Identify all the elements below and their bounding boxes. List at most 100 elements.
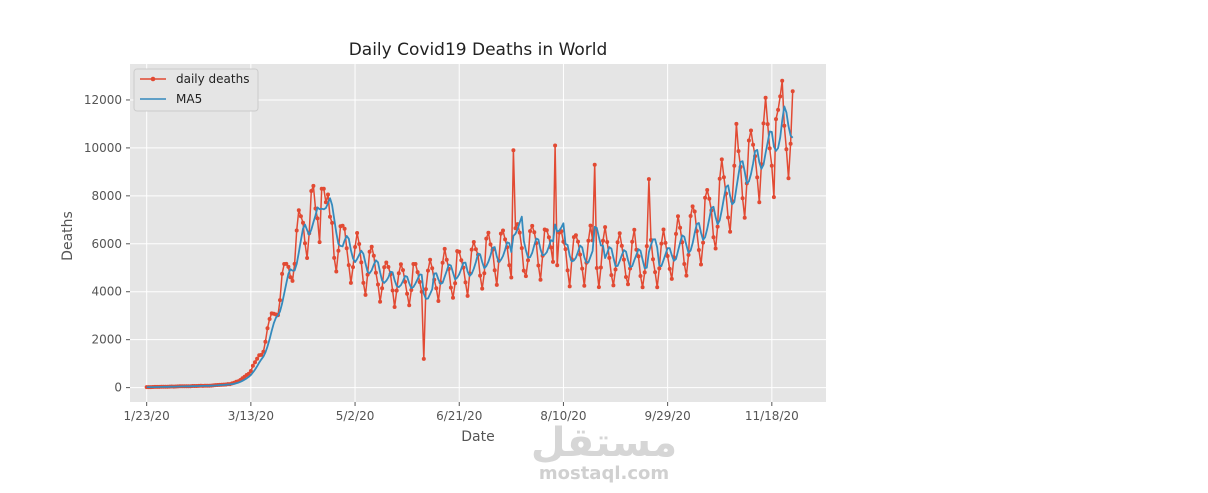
data-point-daily-deaths	[594, 266, 599, 270]
data-point-daily-deaths	[417, 280, 422, 284]
data-point-daily-deaths	[478, 273, 483, 278]
data-point-daily-deaths	[434, 286, 439, 291]
data-point-daily-deaths	[421, 356, 426, 361]
data-point-daily-deaths	[613, 267, 618, 272]
data-point-daily-deaths	[588, 223, 593, 228]
y-tick-label: 4000	[91, 285, 122, 299]
data-point-daily-deaths	[298, 214, 303, 219]
data-point-daily-deaths	[523, 274, 528, 279]
data-point-daily-deaths	[749, 128, 753, 133]
data-point-daily-deaths	[640, 285, 645, 290]
data-point-daily-deaths	[357, 242, 362, 246]
data-point-daily-deaths	[732, 163, 737, 168]
data-point-daily-deaths	[736, 149, 741, 154]
x-tick-label: 6/21/20	[436, 409, 482, 423]
legend-marker-daily-deaths	[150, 76, 156, 82]
data-point-daily-deaths	[294, 228, 299, 233]
data-point-daily-deaths	[373, 270, 378, 275]
data-point-daily-deaths	[734, 121, 739, 126]
data-point-daily-deaths	[573, 233, 578, 238]
data-point-daily-deaths	[555, 263, 560, 268]
data-point-daily-deaths	[684, 273, 689, 278]
data-point-daily-deaths	[551, 259, 555, 264]
data-point-daily-deaths	[703, 195, 708, 200]
data-point-daily-deaths	[353, 245, 358, 249]
y-tick-label: 10000	[84, 141, 122, 155]
data-point-daily-deaths	[651, 257, 655, 262]
data-point-daily-deaths	[390, 288, 395, 293]
data-point-daily-deaths	[615, 240, 620, 245]
data-point-daily-deaths	[688, 214, 693, 218]
data-point-daily-deaths	[609, 273, 614, 278]
data-point-daily-deaths	[771, 195, 776, 200]
data-point-daily-deaths	[707, 196, 712, 201]
x-tick-label: 3/13/20	[228, 409, 274, 423]
data-point-daily-deaths	[667, 266, 672, 271]
data-point-daily-deaths	[359, 260, 364, 265]
data-point-daily-deaths	[405, 291, 410, 296]
data-point-daily-deaths	[636, 254, 641, 259]
data-point-daily-deaths	[309, 189, 314, 193]
data-point-daily-deaths	[361, 280, 366, 285]
data-point-daily-deaths	[448, 285, 453, 290]
data-point-daily-deaths	[296, 208, 301, 213]
data-point-daily-deaths	[598, 265, 603, 270]
data-point-daily-deaths	[761, 121, 766, 126]
data-point-daily-deaths	[436, 299, 441, 303]
data-point-daily-deaths	[382, 265, 387, 270]
data-point-daily-deaths	[661, 227, 666, 232]
data-point-daily-deaths	[398, 262, 403, 267]
x-tick-label: 8/10/20	[540, 409, 586, 423]
data-point-daily-deaths	[267, 317, 272, 321]
data-point-daily-deaths	[686, 252, 691, 257]
chart-title: Daily Covid19 Deaths in World	[349, 40, 608, 60]
data-point-daily-deaths	[509, 275, 514, 280]
data-point-daily-deaths	[582, 283, 587, 288]
x-tick-label: 9/29/20	[644, 409, 690, 423]
data-point-daily-deaths	[690, 204, 695, 209]
data-point-daily-deaths	[428, 257, 433, 262]
data-point-daily-deaths	[638, 274, 643, 278]
data-point-daily-deaths	[528, 229, 533, 234]
data-point-daily-deaths	[580, 266, 585, 271]
legend: daily deaths MA5	[133, 68, 259, 112]
data-point-daily-deaths	[746, 138, 751, 143]
data-point-daily-deaths	[546, 235, 551, 240]
data-point-daily-deaths	[488, 242, 493, 247]
data-point-daily-deaths	[774, 117, 778, 122]
data-point-daily-deaths	[657, 266, 662, 271]
data-point-daily-deaths	[782, 123, 787, 128]
data-point-daily-deaths	[682, 262, 687, 266]
data-point-daily-deaths	[705, 188, 710, 192]
data-point-daily-deaths	[701, 240, 706, 245]
data-point-daily-deaths	[409, 288, 414, 292]
data-point-daily-deaths	[655, 285, 660, 290]
data-point-daily-deaths	[426, 268, 430, 273]
data-point-daily-deaths	[342, 226, 347, 231]
data-point-daily-deaths	[630, 239, 635, 244]
data-point-daily-deaths	[778, 94, 783, 99]
data-point-daily-deaths	[288, 275, 293, 280]
data-point-daily-deaths	[380, 286, 385, 291]
data-point-daily-deaths	[742, 215, 747, 220]
data-point-daily-deaths	[367, 249, 372, 254]
data-point-daily-deaths	[717, 176, 722, 181]
data-point-daily-deaths	[336, 248, 341, 253]
data-point-daily-deaths	[250, 363, 255, 368]
data-point-daily-deaths	[607, 255, 612, 260]
data-point-daily-deaths	[248, 369, 253, 373]
data-point-daily-deaths	[544, 228, 549, 233]
data-point-daily-deaths	[624, 275, 628, 279]
data-point-daily-deaths	[757, 200, 762, 205]
data-point-daily-deaths	[403, 279, 408, 284]
data-point-daily-deaths	[280, 271, 285, 276]
data-point-daily-deaths	[763, 95, 768, 100]
data-point-daily-deaths	[401, 268, 405, 273]
data-point-daily-deaths	[503, 237, 508, 242]
data-point-daily-deaths	[492, 268, 497, 273]
data-point-daily-deaths	[323, 200, 328, 205]
data-point-daily-deaths	[521, 268, 526, 273]
data-point-daily-deaths	[396, 271, 401, 276]
data-point-daily-deaths	[369, 244, 374, 249]
data-point-daily-deaths	[484, 236, 489, 241]
